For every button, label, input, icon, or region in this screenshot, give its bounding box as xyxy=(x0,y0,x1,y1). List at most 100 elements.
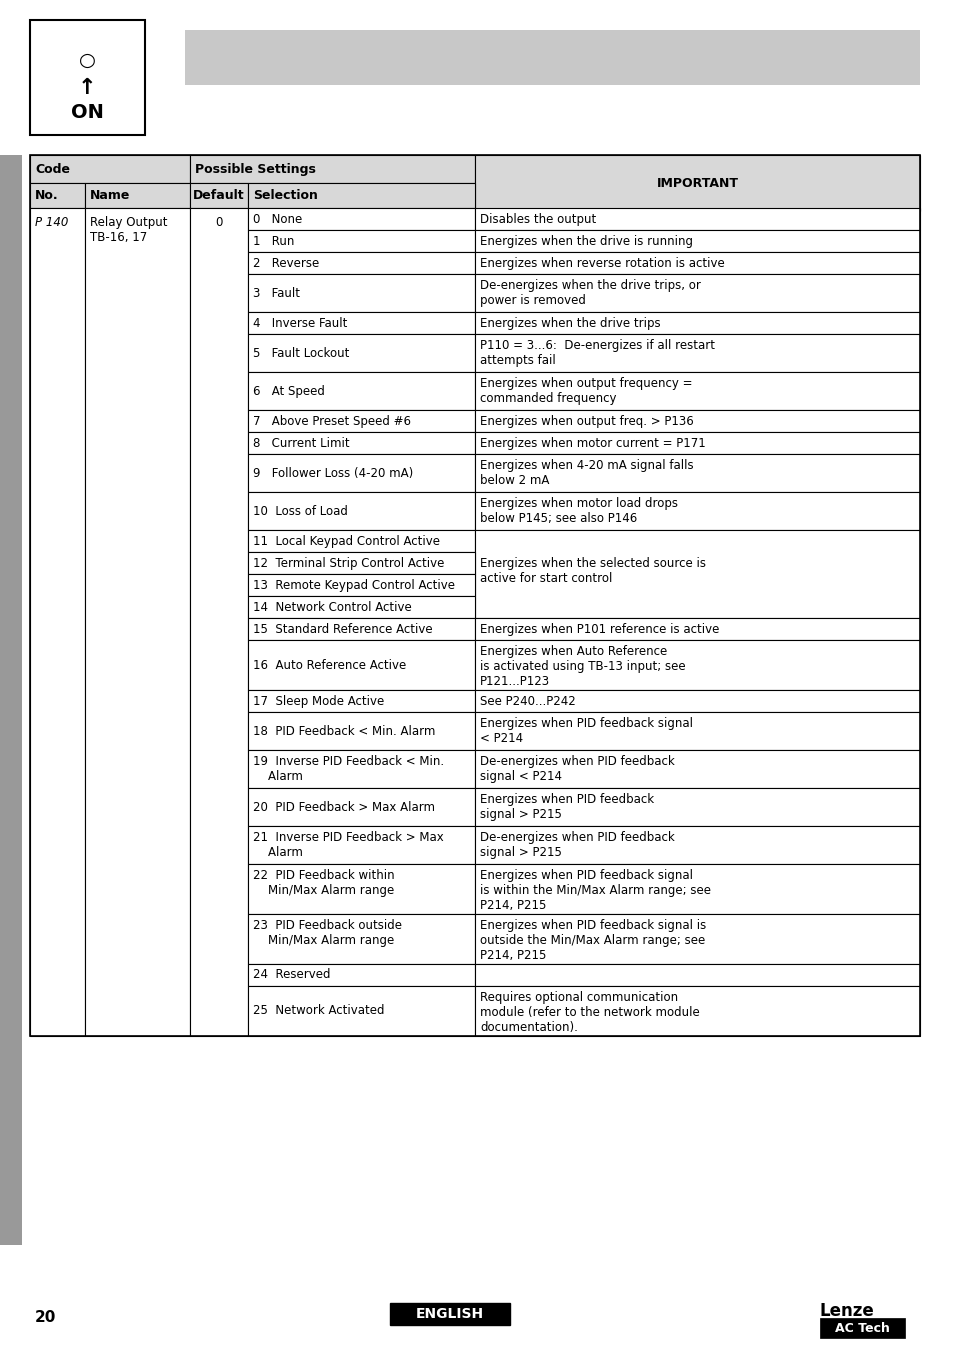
Text: Energizes when P101 reference is active: Energizes when P101 reference is active xyxy=(479,623,719,635)
Text: 14  Network Control Active: 14 Network Control Active xyxy=(253,601,412,613)
Text: AC Tech: AC Tech xyxy=(834,1322,888,1334)
Text: See P240...P242: See P240...P242 xyxy=(479,695,576,707)
Text: Energizes when PID feedback signal
< P214: Energizes when PID feedback signal < P21… xyxy=(479,717,692,746)
Bar xyxy=(30,209,85,1036)
Bar xyxy=(475,492,919,530)
Bar xyxy=(475,641,919,690)
Bar xyxy=(85,209,190,1036)
Bar xyxy=(248,617,475,641)
Bar xyxy=(475,964,919,985)
Bar xyxy=(248,492,475,530)
Bar xyxy=(30,183,85,209)
Bar xyxy=(248,964,475,985)
Bar xyxy=(248,552,475,574)
Bar xyxy=(248,915,475,964)
Bar xyxy=(475,864,919,915)
Bar xyxy=(475,252,919,274)
Text: Energizes when the drive trips: Energizes when the drive trips xyxy=(479,316,659,330)
Bar xyxy=(475,334,919,372)
Bar xyxy=(185,30,919,85)
Text: 9   Follower Loss (4-20 mA): 9 Follower Loss (4-20 mA) xyxy=(253,466,413,480)
Text: Energizes when motor current = P171: Energizes when motor current = P171 xyxy=(479,436,705,450)
Text: De-energizes when PID feedback
signal < P214: De-energizes when PID feedback signal < … xyxy=(479,755,674,782)
Text: 13  Remote Keypad Control Active: 13 Remote Keypad Control Active xyxy=(253,578,455,592)
Text: P110 = 3...6:  De-energizes if all restart
attempts fail: P110 = 3...6: De-energizes if all restar… xyxy=(479,339,714,367)
Text: 0   None: 0 None xyxy=(253,213,302,225)
Text: 7   Above Preset Speed #6: 7 Above Preset Speed #6 xyxy=(253,414,411,428)
Bar xyxy=(248,826,475,864)
Text: 8   Current Limit: 8 Current Limit xyxy=(253,436,349,450)
Bar xyxy=(475,788,919,826)
Bar xyxy=(248,252,475,274)
Text: 19  Inverse PID Feedback < Min.
    Alarm: 19 Inverse PID Feedback < Min. Alarm xyxy=(253,755,444,782)
Bar xyxy=(190,155,475,183)
Bar xyxy=(248,454,475,492)
Text: Requires optional communication
module (refer to the network module
documentatio: Requires optional communication module (… xyxy=(479,991,699,1035)
Text: Name: Name xyxy=(90,189,131,202)
Text: Energizes when the drive is running: Energizes when the drive is running xyxy=(479,234,692,248)
Text: 10  Loss of Load: 10 Loss of Load xyxy=(253,504,348,518)
Text: 4   Inverse Fault: 4 Inverse Fault xyxy=(253,316,347,330)
Bar xyxy=(475,155,919,211)
Text: Energizes when Auto Reference
is activated using TB-13 input; see
P121...P123: Energizes when Auto Reference is activat… xyxy=(479,645,685,688)
Bar xyxy=(475,826,919,864)
Bar xyxy=(475,410,919,432)
Bar xyxy=(0,155,22,1244)
Text: ○: ○ xyxy=(78,50,95,70)
Bar xyxy=(475,230,919,252)
Text: Disables the output: Disables the output xyxy=(479,213,596,225)
Text: Energizes when PID feedback signal is
outside the Min/Max Alarm range; see
P214,: Energizes when PID feedback signal is ou… xyxy=(479,919,705,962)
Text: 11  Local Keypad Control Active: 11 Local Keypad Control Active xyxy=(253,534,439,548)
Text: Selection: Selection xyxy=(253,189,317,202)
Bar xyxy=(248,183,475,209)
Bar xyxy=(475,711,919,750)
Text: 18  PID Feedback < Min. Alarm: 18 PID Feedback < Min. Alarm xyxy=(253,725,435,737)
Text: 3   Fault: 3 Fault xyxy=(253,286,299,300)
Bar xyxy=(248,574,475,596)
Bar xyxy=(475,454,919,492)
Text: Energizes when the selected source is
active for start control: Energizes when the selected source is ac… xyxy=(479,557,705,585)
Bar xyxy=(248,312,475,334)
Text: 1   Run: 1 Run xyxy=(253,234,294,248)
Bar xyxy=(248,334,475,372)
Bar xyxy=(248,864,475,915)
Bar xyxy=(820,1318,904,1338)
Text: 0: 0 xyxy=(215,215,222,229)
Text: 16  Auto Reference Active: 16 Auto Reference Active xyxy=(253,658,406,672)
Text: Energizes when 4-20 mA signal falls
below 2 mA: Energizes when 4-20 mA signal falls belo… xyxy=(479,459,693,487)
Text: 15  Standard Reference Active: 15 Standard Reference Active xyxy=(253,623,432,635)
Text: Energizes when output frequency =
commanded frequency: Energizes when output frequency = comman… xyxy=(479,378,692,405)
Bar xyxy=(248,690,475,711)
Text: 23  PID Feedback outside
    Min/Max Alarm range: 23 PID Feedback outside Min/Max Alarm ra… xyxy=(253,919,401,947)
Bar xyxy=(248,432,475,454)
Text: Lenze: Lenze xyxy=(820,1302,874,1319)
Bar xyxy=(248,985,475,1036)
Text: 17  Sleep Mode Active: 17 Sleep Mode Active xyxy=(253,695,384,707)
Bar xyxy=(85,183,190,209)
Bar xyxy=(475,372,919,410)
Bar xyxy=(190,183,248,209)
Bar xyxy=(475,312,919,334)
Bar xyxy=(475,985,919,1036)
Text: P 140: P 140 xyxy=(35,215,69,229)
Text: ↑: ↑ xyxy=(77,78,96,98)
Bar xyxy=(30,20,145,135)
Text: Energizes when motor load drops
below P145; see also P146: Energizes when motor load drops below P1… xyxy=(479,497,678,525)
Bar xyxy=(475,274,919,312)
Text: 20: 20 xyxy=(35,1310,56,1325)
Bar xyxy=(248,274,475,312)
Text: De-energizes when PID feedback
signal > P215: De-energizes when PID feedback signal > … xyxy=(479,831,674,859)
Bar xyxy=(30,155,919,1036)
Text: 25  Network Activated: 25 Network Activated xyxy=(253,1005,384,1018)
Bar xyxy=(248,410,475,432)
Text: De-energizes when the drive trips, or
power is removed: De-energizes when the drive trips, or po… xyxy=(479,279,700,307)
Text: No.: No. xyxy=(35,189,58,202)
Bar xyxy=(475,530,919,617)
Text: Relay Output
TB-16, 17: Relay Output TB-16, 17 xyxy=(90,215,168,244)
Bar xyxy=(475,209,919,230)
Bar xyxy=(475,915,919,964)
Text: 12  Terminal Strip Control Active: 12 Terminal Strip Control Active xyxy=(253,556,444,570)
Bar xyxy=(475,617,919,641)
Bar xyxy=(390,1303,510,1325)
Bar xyxy=(30,155,190,183)
